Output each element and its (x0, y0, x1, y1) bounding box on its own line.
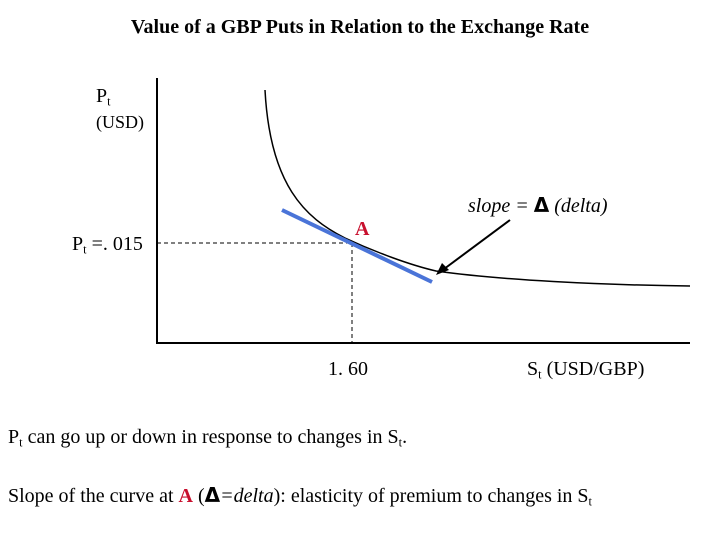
y-axis-label: Pt (96, 85, 111, 109)
diagram-title: Value of a GBP Puts in Relation to the E… (130, 16, 590, 38)
slope-arrowhead (436, 263, 449, 275)
x-marker-label: 1. 60 (328, 358, 368, 380)
point-a-label: A (355, 218, 370, 240)
slope-arrow (439, 219, 511, 273)
tangent-line (281, 208, 433, 284)
x-axis-label: St (USD/GBP) (527, 358, 645, 382)
slope-annotation: slope = Δ (delta) (468, 193, 608, 217)
explanation-line-1: Pt can go up or down in response to chan… (8, 426, 408, 450)
put-value-curve (264, 89, 691, 287)
y-axis-unit: (USD) (96, 112, 144, 132)
explanation-line-2: Slope of the curve at A (Δ=delta): elast… (8, 483, 592, 509)
y-marker-label: Pt =. 015 (72, 233, 143, 257)
